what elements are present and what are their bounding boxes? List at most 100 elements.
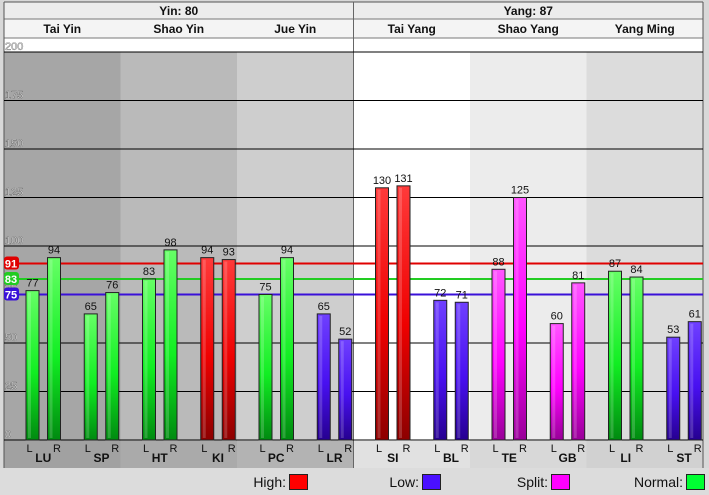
bar-highlight (28, 292, 31, 438)
bar-value-label: 81 (572, 270, 584, 282)
bar-highlight (49, 259, 53, 438)
bar-li-l (608, 270, 622, 441)
organ-label-band (4, 441, 121, 468)
legend-low: Low: (350, 473, 441, 491)
bar-highlight (457, 304, 461, 438)
legend-normal-swatch (686, 474, 705, 490)
legend-normal: Normal: (590, 473, 705, 491)
bar-value-label: 76 (106, 280, 118, 292)
bar-value-label: 131 (394, 173, 412, 185)
meridian-band (353, 38, 470, 468)
bar-highlight (107, 294, 111, 438)
bar-sp-l (83, 313, 98, 441)
bar-value-label: 98 (164, 237, 176, 249)
bar-bl-r (454, 301, 469, 441)
reference-line-label: 83 (5, 274, 17, 286)
side-label: L (551, 443, 557, 455)
bar-value-label: 77 (26, 278, 38, 290)
meridian-header-bg (120, 19, 237, 38)
bar-pc-r (280, 257, 294, 441)
organ-label: LI (620, 451, 631, 465)
reference-line-label: 91 (5, 258, 17, 270)
bar-li-r (629, 276, 644, 441)
side-label: R (636, 443, 644, 455)
organ-label: ST (676, 451, 692, 465)
bar-st-l (666, 336, 681, 441)
y-tick-label: 100 (5, 235, 23, 247)
bar-value-label: 88 (492, 256, 504, 268)
organ-label: LR (327, 451, 343, 465)
organ-label-band (120, 441, 237, 468)
bar-lu-l (25, 290, 40, 441)
bar-value-label: 94 (48, 245, 60, 257)
group-header-bg (353, 2, 703, 19)
bar-highlight (377, 189, 381, 438)
legend-split: Split: (480, 473, 570, 491)
organ-label-band (353, 441, 470, 468)
side-label: R (228, 443, 236, 455)
bar-bl-l (433, 299, 448, 441)
bar-value-label: 53 (667, 324, 679, 336)
bar-value-label: 65 (318, 301, 330, 313)
bar-value-label: 84 (630, 264, 642, 276)
side-label: R (461, 443, 469, 455)
chart-legend: High: Low: Split: Normal: (0, 468, 709, 495)
bar-value-label: 72 (434, 287, 446, 299)
side-label: L (318, 443, 324, 455)
bar-ht-l (142, 278, 156, 441)
reference-badge (4, 287, 19, 301)
meridian-header-label: Shao Yang (498, 22, 559, 36)
side-label: L (492, 443, 498, 455)
bar-highlight (552, 325, 556, 438)
meridian-header-label: Jue Yin (274, 22, 316, 36)
bar-value-label: 65 (85, 301, 97, 313)
bar-value-label: 130 (373, 175, 391, 187)
organ-label-band (586, 441, 703, 468)
bar-si-r (396, 185, 411, 441)
side-label: R (53, 443, 61, 455)
bar-highlight (86, 315, 90, 438)
bar-te-r (513, 197, 527, 441)
reference-badge (4, 271, 19, 285)
bar-value-label: 93 (223, 247, 235, 259)
legend-split-swatch (551, 474, 570, 490)
y-tick-label: 200 (5, 41, 23, 53)
bar-highlight (632, 279, 635, 438)
organ-label: SI (387, 451, 398, 465)
meridian-header-label: Tai Yin (43, 22, 81, 36)
side-label: R (286, 443, 294, 455)
meridian-chart: Yin: 80 Tai Yin Shao Yin Jue Yin Yang: 87 Tai… (3, 1, 704, 468)
organ-label: SP (93, 451, 109, 465)
side-label: L (26, 443, 32, 455)
bar-highlight (144, 280, 148, 438)
meridian-band (470, 38, 587, 468)
organ-label: PC (268, 451, 285, 465)
bar-highlight (435, 302, 439, 438)
y-tick-label: 50 (5, 332, 17, 344)
y-tick-label: 150 (5, 138, 23, 150)
y-tick-label: 0 (5, 429, 11, 441)
meridian-band (237, 38, 354, 468)
organ-label: GB (559, 451, 577, 465)
side-label: L (609, 443, 615, 455)
bar-value-label: 87 (609, 258, 621, 270)
legend-high: High: (210, 473, 308, 491)
y-tick-label: 175 (5, 90, 23, 102)
bar-value-label: 60 (551, 311, 563, 323)
group-header-label: Yang: 87 (504, 4, 554, 18)
meridian-header-label: Yang Ming (615, 22, 675, 36)
y-tick-label: 25 (5, 381, 17, 393)
bar-highlight (610, 273, 614, 438)
side-label: L (143, 443, 149, 455)
organ-label: BL (443, 451, 459, 465)
bar-ht-r (163, 249, 178, 441)
bar-value-label: 83 (143, 266, 155, 278)
legend-low-swatch (422, 474, 441, 490)
side-label: R (344, 443, 352, 455)
y-tick-label: 125 (5, 187, 23, 199)
bar-value-label: 61 (689, 309, 701, 321)
meridian-header-label: Shao Yin (153, 22, 204, 36)
organ-label: KI (212, 451, 224, 465)
bar-highlight (202, 259, 206, 438)
reference-badge (4, 256, 19, 270)
